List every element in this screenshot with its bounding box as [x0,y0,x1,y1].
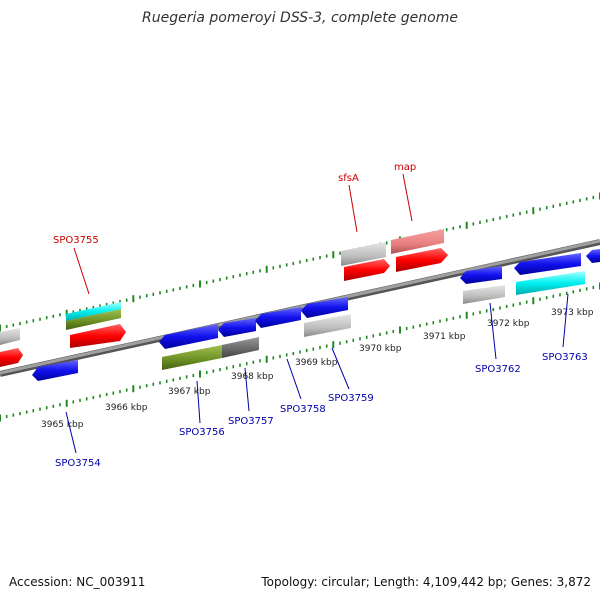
genome-summary-text: Topology: circular; Length: 4,109,442 bp… [260,575,591,589]
bottom-tick-track [0,282,600,422]
scale-label-3970: 3970 kbp [359,344,402,354]
reverse-genes [32,249,600,381]
gene-gray-fwd-1[interactable] [0,328,20,345]
gene-blue-rev-1[interactable] [32,360,78,381]
gene-label-SPO3759[interactable]: SPO3759 [328,393,374,404]
scale-labels: 3965 kbp 3966 kbp 3967 kbp 3968 kbp 3969… [41,308,594,430]
gene-label-SPO3758[interactable]: SPO3758 [280,404,326,415]
top-gene-labels: SPO3755 sfsA map [53,162,416,246]
scale-label-3969: 3969 kbp [295,358,338,368]
scale-label-3966: 3966 kbp [105,403,148,413]
gene-gray-rev-2[interactable] [463,285,505,304]
gene-blue-rev-8[interactable] [586,249,600,263]
gene-blue-rev-2[interactable] [159,324,218,349]
gene-label-SPO3763[interactable]: SPO3763 [542,352,588,363]
gene-red-fwd-3[interactable] [344,259,390,281]
map-title: Ruegeria pomeroyi DSS-3, complete genome [142,10,458,26]
forward-genes [0,229,448,367]
gene-red-fwd-1[interactable] [0,348,23,367]
gene-blue-rev-5[interactable] [301,297,348,318]
gene-label-SPO3757[interactable]: SPO3757 [228,416,274,427]
gene-cyan-rev[interactable] [516,271,585,295]
gene-label-map[interactable]: map [394,162,416,173]
scale-label-3965: 3965 kbp [41,420,84,430]
gene-label-SPO3762[interactable]: SPO3762 [475,364,521,375]
genome-backbone-highlight [0,239,600,375]
gene-blue-rev-6[interactable] [460,266,502,284]
gene-red-fwd-4[interactable] [396,248,448,272]
scale-label-3967: 3967 kbp [168,387,211,397]
bottom-label-leaders [65,293,569,454]
scale-label-3968: 3968 kbp [231,372,274,382]
gene-label-sfsA[interactable]: sfsA [338,173,359,184]
gene-gray-rev-1[interactable] [304,314,351,337]
gene-gray-fwd-2[interactable] [341,242,386,266]
gene-blue-rev-7[interactable] [514,253,581,275]
gene-label-SPO3756[interactable]: SPO3756 [179,427,225,438]
gene-pink-fwd[interactable] [391,229,444,254]
scale-label-3972: 3972 kbp [487,319,530,329]
gene-dark-rev[interactable] [222,337,259,358]
gene-red-fwd-2[interactable] [70,324,126,348]
scale-label-3971: 3971 kbp [423,332,466,342]
scale-label-3973: 3973 kbp [551,308,594,318]
gene-blue-rev-4[interactable] [255,307,301,328]
gene-olive-rev[interactable] [162,345,222,370]
bottom-gene-labels: SPO3754 SPO3756 SPO3757 SPO3758 SPO3759 … [55,352,588,469]
top-label-leaders [73,173,413,295]
gene-cyan-fwd[interactable] [66,302,121,321]
gene-olive-fwd[interactable] [66,309,121,330]
gene-label-SPO3754[interactable]: SPO3754 [55,458,101,469]
gene-label-SPO3755[interactable]: SPO3755 [53,235,99,246]
gene-blue-rev-3[interactable] [218,318,256,337]
accession-text: Accession: NC_003911 [9,575,145,589]
